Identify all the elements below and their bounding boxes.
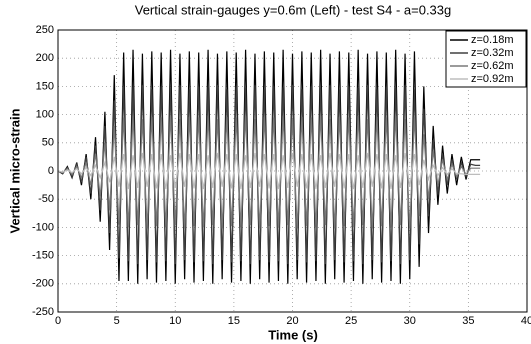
y-tick-label: 100 xyxy=(36,109,54,121)
x-axis-label: Time (s) xyxy=(268,327,318,342)
y-tick-label: -50 xyxy=(38,193,54,205)
y-tick-label: 150 xyxy=(36,80,54,92)
y-tick-label: 200 xyxy=(36,52,54,64)
y-axis-label: Vertical micro-strain xyxy=(7,108,22,233)
y-tick-label: 0 xyxy=(48,165,54,177)
series-line xyxy=(57,49,481,284)
x-tick-label: 20 xyxy=(286,315,298,327)
y-tick-label: -250 xyxy=(32,306,54,318)
series-line xyxy=(57,152,481,190)
plot-frame xyxy=(57,29,528,313)
x-tick-label: 25 xyxy=(345,315,357,327)
y-tick-label: 50 xyxy=(42,137,54,149)
chart-title: Vertical strain-gauges y=0.6m (Left) - t… xyxy=(135,2,452,17)
legend-label: z=0.62m xyxy=(471,60,514,72)
x-tick-label: 35 xyxy=(462,315,474,327)
legend-label: z=0.32m xyxy=(471,47,514,59)
series-line xyxy=(57,115,481,229)
y-tick-label: -200 xyxy=(32,278,54,290)
x-tick-label: 10 xyxy=(169,315,181,327)
x-tick-label: 5 xyxy=(114,315,120,327)
legend-label: z=0.18m xyxy=(471,34,514,46)
legend-label: z=0.92m xyxy=(471,73,514,85)
y-tick-label: 250 xyxy=(36,24,54,36)
x-tick-label: 40 xyxy=(521,315,531,327)
y-tick-label: -150 xyxy=(32,250,54,262)
series-line xyxy=(57,85,481,265)
x-tick-label: 0 xyxy=(55,315,61,327)
x-tick-label: 30 xyxy=(404,315,416,327)
x-tick-label: 15 xyxy=(228,315,240,327)
y-tick-label: -100 xyxy=(32,221,54,233)
